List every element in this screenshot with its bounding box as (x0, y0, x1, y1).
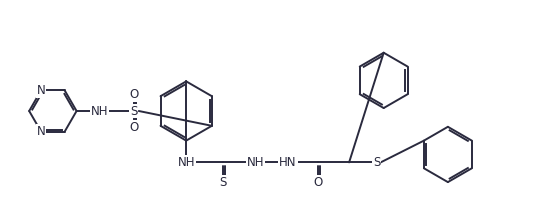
Text: NH: NH (246, 156, 264, 169)
Text: HN: HN (279, 156, 297, 169)
Text: N: N (36, 125, 45, 138)
Text: S: S (219, 176, 226, 189)
Text: O: O (129, 121, 138, 134)
Text: O: O (129, 88, 138, 101)
Text: O: O (313, 176, 322, 189)
Text: S: S (373, 156, 380, 169)
Text: NH: NH (178, 156, 195, 169)
Text: S: S (130, 105, 138, 117)
Text: N: N (36, 84, 45, 97)
Text: NH: NH (91, 105, 108, 117)
